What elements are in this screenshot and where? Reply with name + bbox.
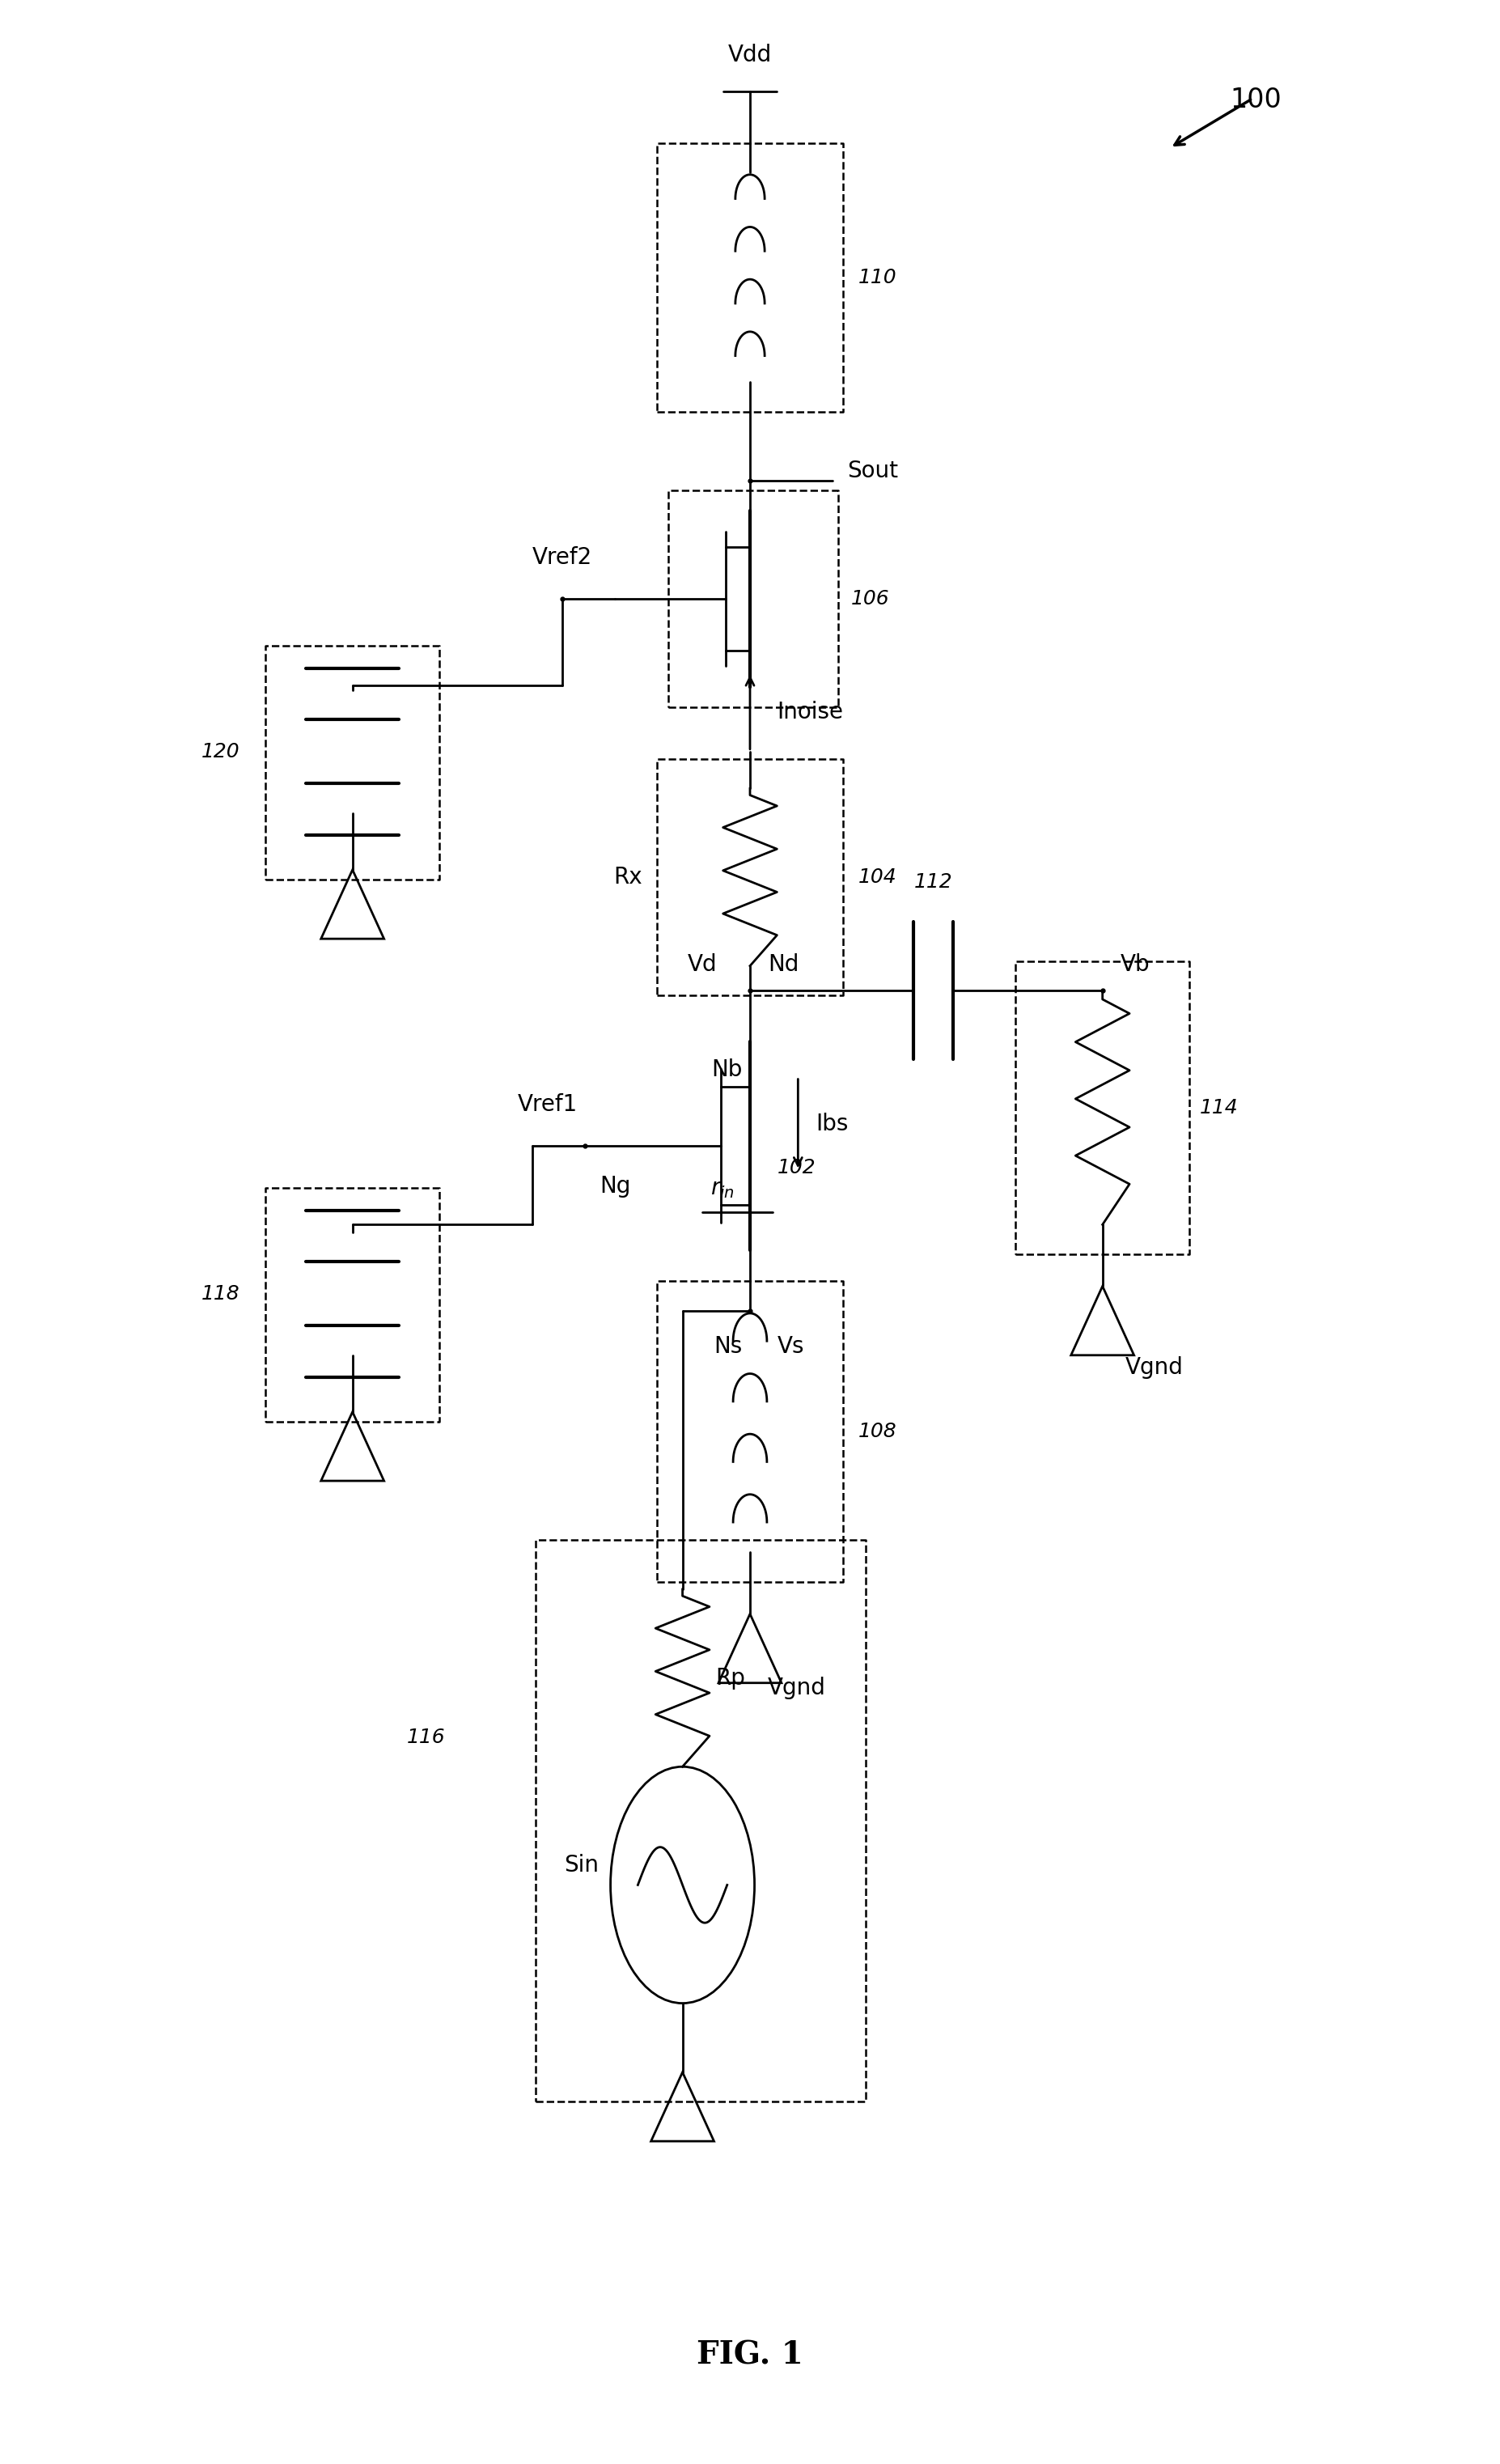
Text: Vb: Vb — [1121, 954, 1150, 976]
Text: Nb: Nb — [711, 1057, 743, 1082]
Text: Vd: Vd — [687, 954, 717, 976]
Text: Sout: Sout — [848, 458, 899, 483]
Text: Vgnd: Vgnd — [768, 1676, 827, 1700]
Text: 116: 116 — [407, 1727, 445, 1747]
Text: Vgnd: Vgnd — [1125, 1355, 1184, 1380]
Text: Nd: Nd — [768, 954, 800, 976]
Text: Ng: Ng — [600, 1175, 632, 1198]
Text: Vs: Vs — [777, 1335, 804, 1358]
Text: Vref1: Vref1 — [518, 1094, 578, 1116]
Text: 102: 102 — [777, 1158, 816, 1178]
Text: 120: 120 — [201, 742, 240, 761]
Text: 118: 118 — [201, 1284, 240, 1303]
Text: Inoise: Inoise — [777, 700, 843, 724]
Text: 108: 108 — [858, 1422, 897, 1441]
Text: 100: 100 — [1230, 86, 1281, 113]
Text: Ns: Ns — [714, 1335, 742, 1358]
Text: Vdd: Vdd — [728, 44, 772, 67]
Text: Rx: Rx — [614, 865, 642, 890]
Text: $r_{in}$: $r_{in}$ — [710, 1178, 735, 1200]
Text: 112: 112 — [914, 872, 952, 892]
Text: 106: 106 — [850, 589, 889, 609]
Text: Ibs: Ibs — [816, 1111, 849, 1136]
Text: 104: 104 — [858, 867, 897, 887]
Text: Vref2: Vref2 — [532, 547, 593, 569]
Text: Sin: Sin — [564, 1853, 599, 1878]
Text: 110: 110 — [858, 269, 897, 286]
Text: 114: 114 — [1200, 1099, 1239, 1116]
Text: FIG. 1: FIG. 1 — [696, 2341, 804, 2370]
Text: Rp: Rp — [716, 1666, 746, 1690]
